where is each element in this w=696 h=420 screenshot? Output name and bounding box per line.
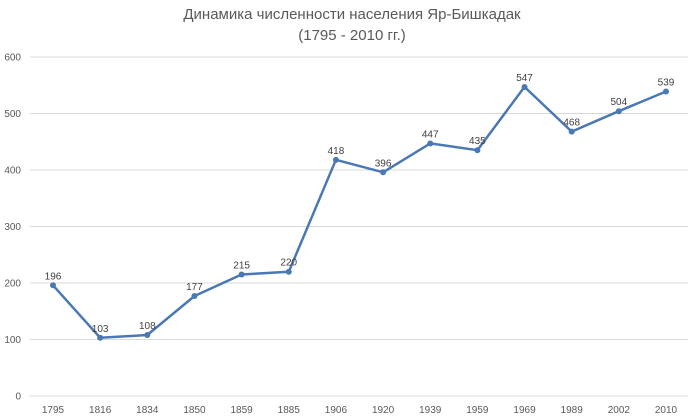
x-tick-label: 1795 bbox=[42, 405, 65, 416]
data-label: 539 bbox=[658, 77, 675, 88]
x-tick-label: 1816 bbox=[89, 405, 112, 416]
data-label: 468 bbox=[563, 118, 580, 129]
data-label: 103 bbox=[92, 324, 109, 335]
data-point bbox=[427, 140, 434, 147]
data-point bbox=[521, 83, 528, 90]
x-tick-label: 1939 bbox=[419, 405, 442, 416]
x-tick-label: 1989 bbox=[561, 405, 584, 416]
data-point bbox=[474, 147, 481, 154]
data-point bbox=[97, 334, 104, 341]
y-tick-label: 200 bbox=[4, 279, 21, 290]
x-tick-label: 2010 bbox=[655, 405, 678, 416]
data-label: 196 bbox=[45, 271, 62, 282]
data-label: 108 bbox=[139, 321, 156, 332]
x-tick-label: 1834 bbox=[136, 405, 159, 416]
x-tick-label: 1850 bbox=[183, 405, 206, 416]
data-label: 504 bbox=[611, 97, 628, 108]
data-point bbox=[50, 282, 56, 289]
data-point bbox=[380, 169, 387, 176]
data-point bbox=[238, 271, 245, 278]
gridlines bbox=[30, 56, 688, 397]
y-tick-label: 0 bbox=[15, 392, 21, 403]
data-point bbox=[285, 268, 292, 275]
y-tick-label: 400 bbox=[4, 166, 21, 177]
x-tick-label: 1885 bbox=[278, 405, 301, 416]
data-labels: 196 103 108 177 215 220 418 396 447 435 547 468 504 5… bbox=[45, 73, 675, 335]
data-point bbox=[615, 108, 622, 115]
data-label: 177 bbox=[186, 282, 203, 293]
chart-title: Динамика численности населения Яр-Бишкад… bbox=[183, 6, 521, 23]
chart-subtitle: (1795 - 2010 гг.) bbox=[298, 27, 406, 44]
series-line-path bbox=[52, 85, 667, 340]
x-tick-label: 2002 bbox=[608, 405, 631, 416]
data-point bbox=[663, 88, 669, 95]
x-axis: 1795 1816 1834 1850 1859 1885 1906 1920 1939 1959… bbox=[42, 405, 678, 416]
y-tick-label: 300 bbox=[4, 222, 21, 233]
data-point bbox=[144, 331, 151, 338]
data-label: 396 bbox=[375, 158, 392, 169]
y-axis: 0 100 200 300 400 500 600 bbox=[4, 53, 21, 403]
data-label: 215 bbox=[233, 261, 250, 272]
data-label: 435 bbox=[469, 136, 486, 147]
y-tick-label: 100 bbox=[4, 335, 21, 346]
x-tick-label: 1959 bbox=[466, 405, 489, 416]
x-tick-label: 1920 bbox=[372, 405, 395, 416]
x-tick-label: 1906 bbox=[325, 405, 348, 416]
series-points bbox=[50, 83, 669, 341]
data-label: 418 bbox=[328, 146, 345, 157]
y-tick-label: 500 bbox=[4, 109, 21, 120]
data-point bbox=[568, 128, 575, 135]
series-line bbox=[52, 85, 667, 340]
x-tick-label: 1969 bbox=[513, 405, 536, 416]
y-tick-label: 600 bbox=[4, 53, 21, 64]
data-label: 220 bbox=[280, 258, 297, 269]
data-point bbox=[332, 156, 339, 163]
x-tick-label: 1859 bbox=[230, 405, 253, 416]
data-label: 547 bbox=[516, 73, 533, 84]
data-label: 447 bbox=[422, 129, 439, 140]
data-point bbox=[191, 292, 198, 299]
